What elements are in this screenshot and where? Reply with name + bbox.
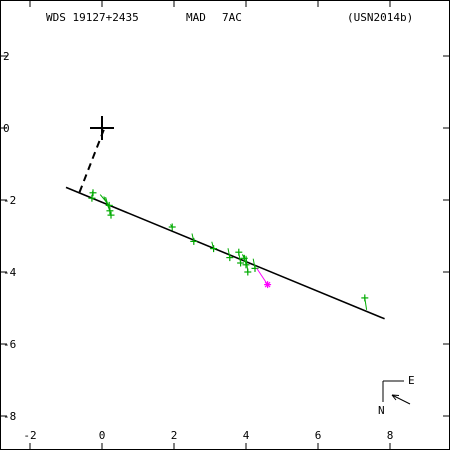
header-orbit-ref: (USN2014b) (347, 11, 413, 24)
observation-residual (105, 196, 112, 216)
header-wds-id: WDS 19127+2435 (46, 11, 139, 24)
linear-fit-line (65, 186, 385, 320)
compass-motion-arrow (391, 394, 411, 405)
x-tick-label: -2 (23, 429, 36, 442)
header-method: MAD (186, 11, 206, 24)
y-tick-label: -4 (3, 266, 17, 279)
x-tick-label: 0 (99, 429, 106, 442)
x-tick-label: 4 (243, 429, 250, 442)
compass-north-label: N (378, 404, 385, 417)
x-tick-label: 8 (387, 429, 394, 442)
compass: E N (378, 374, 415, 417)
y-tick-label: -8 (3, 410, 16, 423)
y-tick-label: -6 (3, 338, 16, 351)
header-code: 7AC (222, 11, 242, 24)
predicted-residual (256, 268, 269, 285)
x-tick-label: 6 (315, 429, 322, 442)
data-marks (65, 116, 385, 320)
predicted-point (264, 281, 271, 288)
y-tick-label: 2 (3, 50, 10, 63)
compass-arrow-head (391, 394, 400, 401)
compass-east-label: E (408, 374, 415, 387)
y-tick-label: 0 (3, 122, 10, 135)
y-tick-label: -2 (3, 194, 16, 207)
x-tick-label: 2 (171, 429, 178, 442)
